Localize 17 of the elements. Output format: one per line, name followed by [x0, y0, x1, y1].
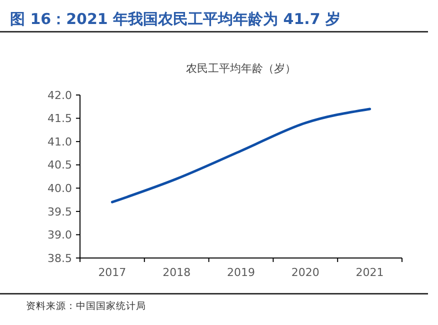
y-tick-label: 42.0: [48, 88, 72, 102]
chart-title: 图 16：2021 年我国农民工平均年龄为 41.7 岁: [10, 10, 341, 28]
y-tick-label: 38.5: [48, 252, 72, 265]
y-tick-label: 39.0: [48, 228, 72, 242]
chart-subtitle: 农民工平均年龄（岁）: [186, 62, 296, 75]
y-tick-label: 40.5: [48, 158, 72, 172]
y-tick-label: 41.5: [48, 112, 72, 126]
x-tick-label: 2019: [227, 266, 255, 279]
x-tick-label: 2021: [356, 266, 384, 279]
x-tick-label: 2020: [291, 266, 320, 279]
x-tick-label: 2017: [98, 266, 126, 279]
text: 资料来源：中国国家统计局: [26, 300, 146, 312]
y-tick-label: 41.0: [48, 135, 72, 148]
x-tick-label: 2018: [162, 266, 191, 279]
y-tick-label: 40.0: [48, 182, 72, 195]
y-tick-label: 39.5: [48, 205, 72, 218]
line-series: [110, 108, 372, 204]
